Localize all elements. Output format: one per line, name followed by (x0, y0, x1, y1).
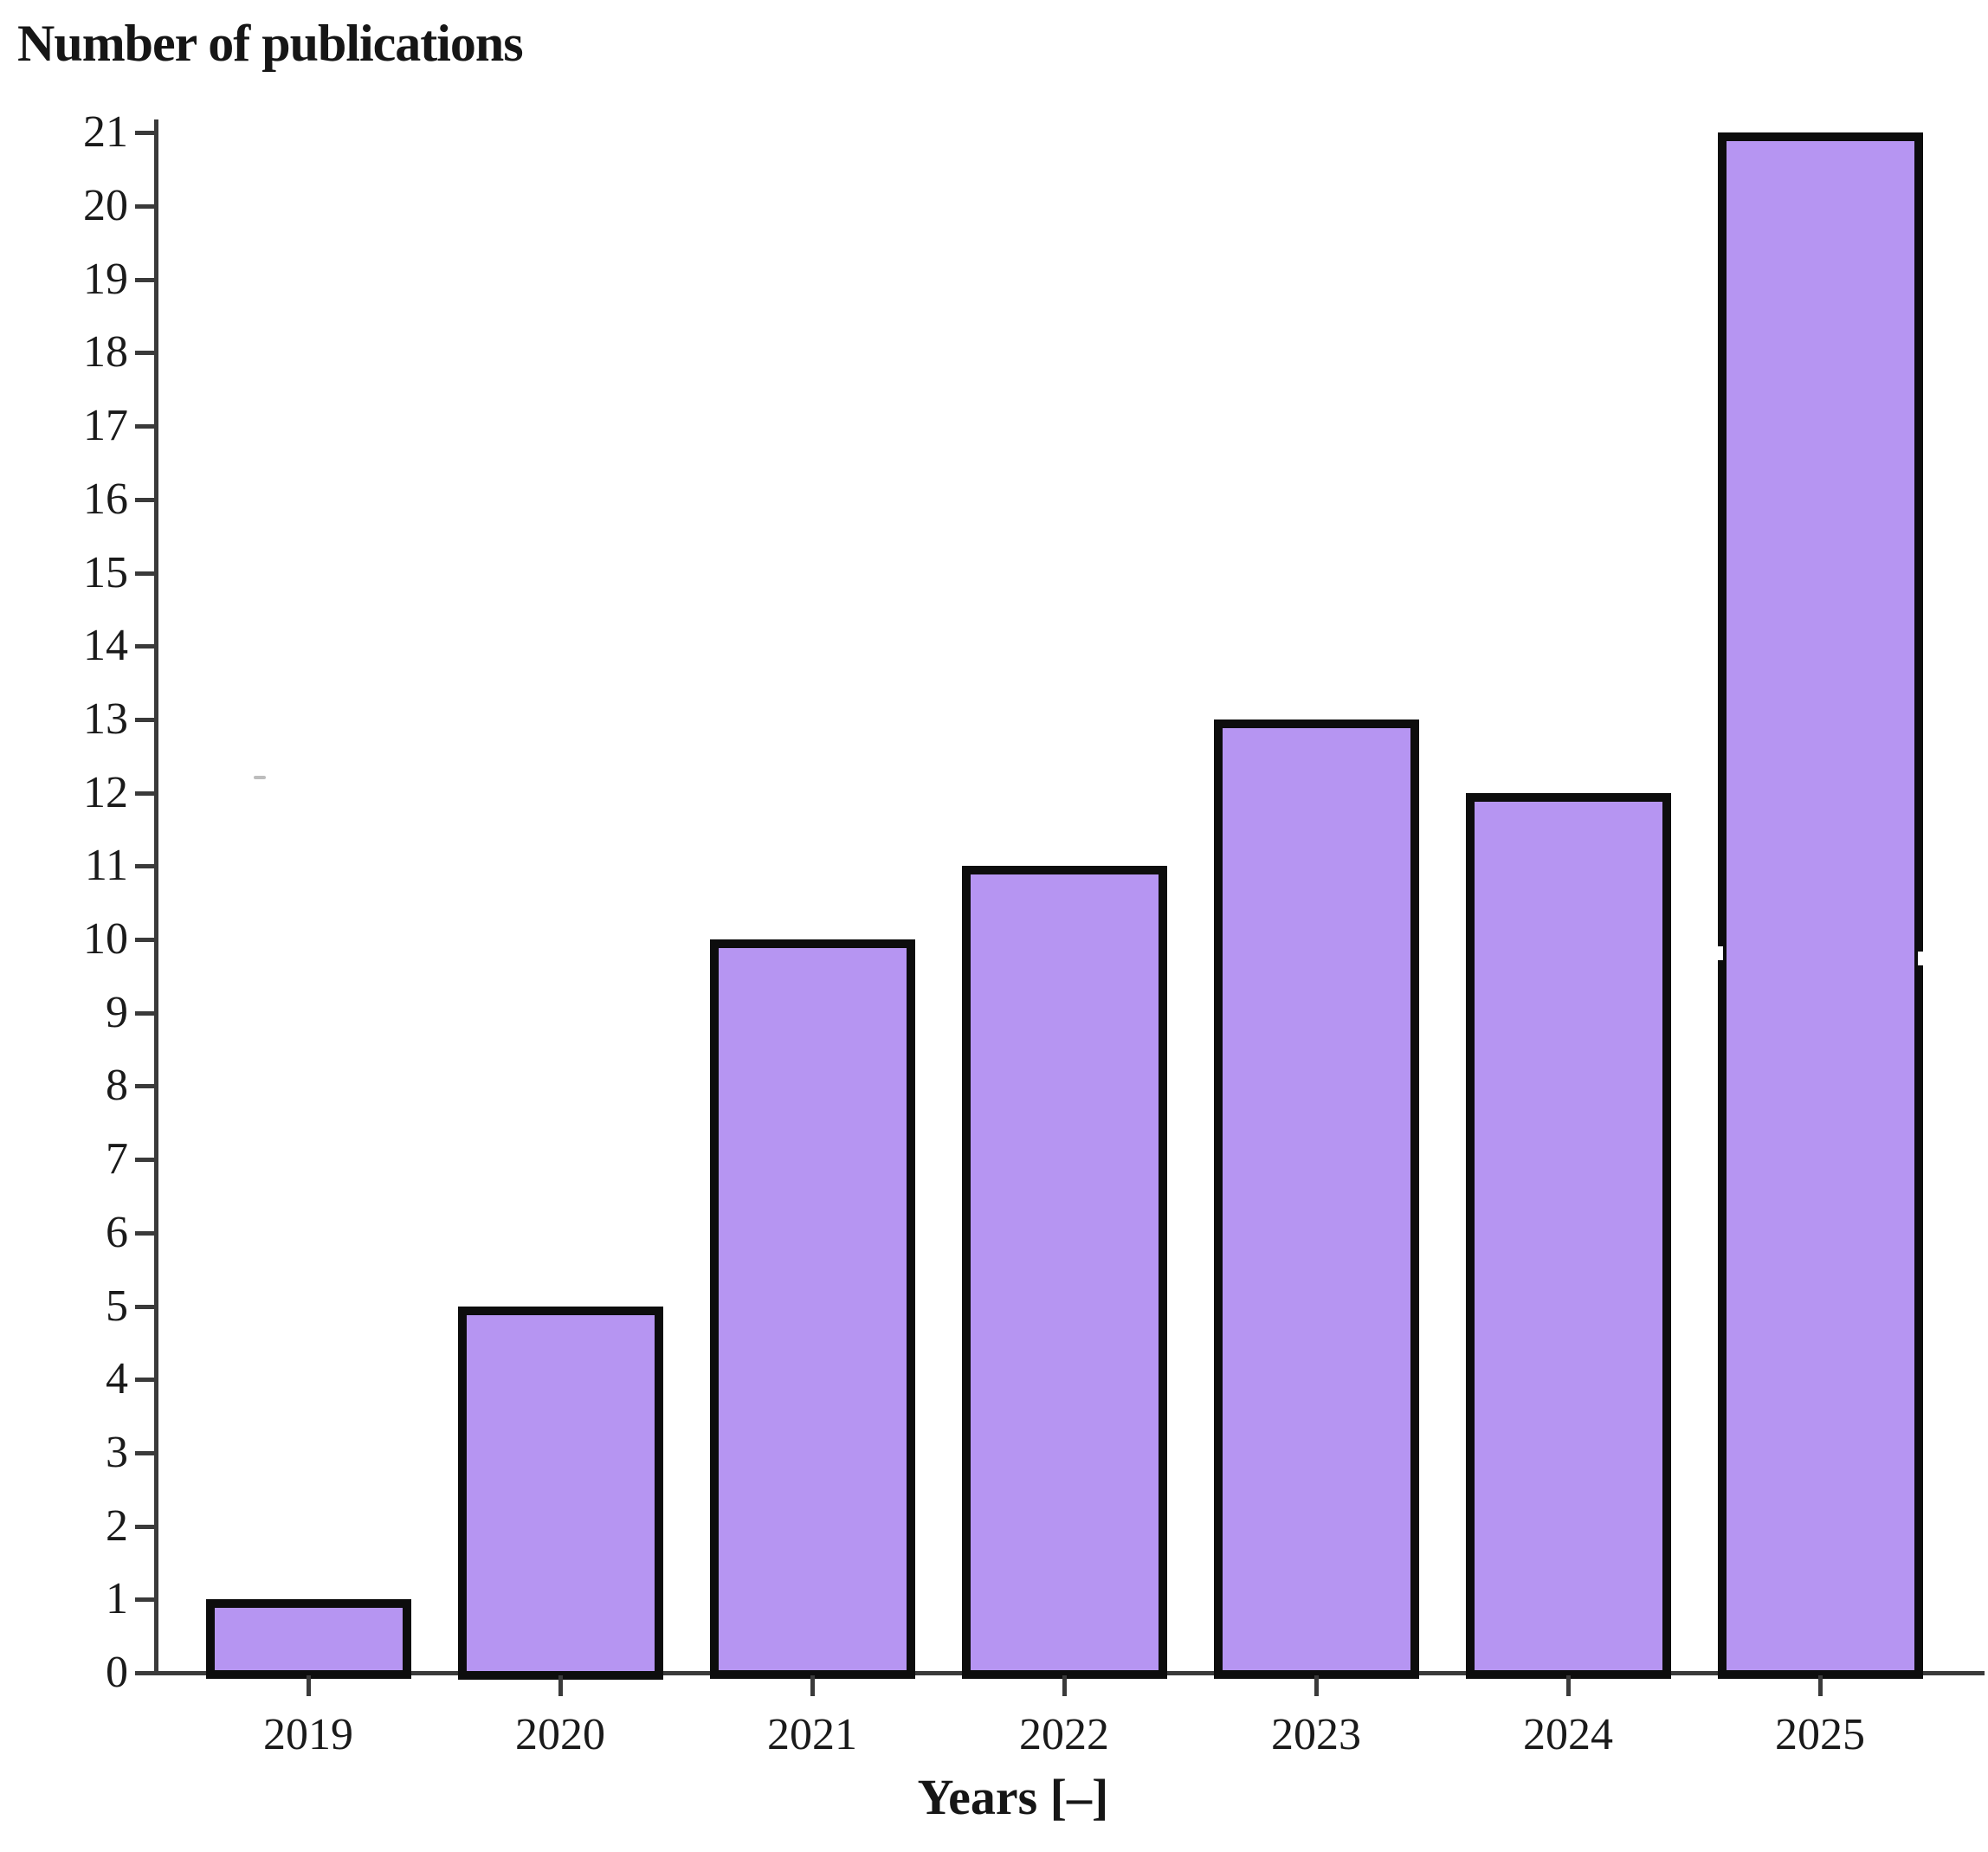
y-tick-label-13: 13 (83, 694, 128, 744)
y-tick-label-16: 16 (83, 474, 128, 524)
bar-2025 (1718, 132, 1923, 1679)
y-tick-mark-14 (135, 644, 157, 649)
y-tick-label-1: 1 (106, 1574, 128, 1623)
x-tick-mark-2020 (558, 1675, 563, 1696)
y-tick-label-10: 10 (83, 914, 128, 964)
y-tick-label-6: 6 (106, 1208, 128, 1257)
y-tick-label-11: 11 (84, 841, 128, 890)
x-tick-label-2020: 2020 (515, 1710, 605, 1759)
y-tick-mark-15 (135, 571, 157, 576)
y-tick-mark-8 (135, 1084, 157, 1088)
y-tick-mark-20 (135, 204, 157, 209)
y-tick-label-4: 4 (106, 1354, 128, 1404)
x-tick-mark-2023 (1314, 1675, 1319, 1696)
y-tick-label-14: 14 (83, 621, 128, 670)
bar-2023 (1214, 720, 1419, 1679)
x-tick-label-2021: 2021 (767, 1710, 857, 1759)
y-tick-label-18: 18 (83, 327, 128, 377)
y-tick-label-3: 3 (106, 1428, 128, 1477)
bar-seam-artifact-left (1718, 946, 1723, 960)
y-tick-mark-5 (135, 1305, 157, 1309)
y-tick-label-12: 12 (83, 768, 128, 817)
y-tick-mark-17 (135, 424, 157, 429)
y-tick-mark-10 (135, 938, 157, 942)
y-axis-line (154, 119, 158, 1675)
bar-2022 (962, 866, 1167, 1679)
x-tick-mark-2025 (1818, 1675, 1823, 1696)
y-tick-mark-16 (135, 498, 157, 502)
y-tick-label-0: 0 (106, 1648, 128, 1697)
y-tick-label-17: 17 (83, 401, 128, 450)
y-tick-label-15: 15 (83, 548, 128, 597)
y-tick-mark-18 (135, 351, 157, 355)
y-tick-mark-7 (135, 1158, 157, 1162)
x-tick-label-2019: 2019 (263, 1710, 353, 1759)
bar-seam-artifact-right (1918, 952, 1923, 965)
y-tick-label-19: 19 (83, 255, 128, 304)
x-tick-mark-2024 (1566, 1675, 1571, 1696)
y-tick-mark-11 (135, 864, 157, 868)
bar-2021 (710, 939, 915, 1679)
bar-2019 (206, 1599, 411, 1679)
y-tick-mark-1 (135, 1597, 157, 1602)
y-tick-mark-9 (135, 1011, 157, 1016)
y-tick-mark-19 (135, 278, 157, 282)
y-tick-label-20: 20 (83, 181, 128, 230)
y-tick-mark-4 (135, 1378, 157, 1382)
stray-mark-artifact (254, 776, 266, 779)
x-tick-label-2023: 2023 (1271, 1710, 1361, 1759)
bar-2024 (1466, 793, 1671, 1679)
x-tick-mark-2019 (307, 1675, 311, 1696)
y-tick-label-2: 2 (106, 1501, 128, 1551)
x-tick-label-2025: 2025 (1775, 1710, 1865, 1759)
y-tick-label-9: 9 (106, 988, 128, 1037)
y-tick-label-7: 7 (106, 1134, 128, 1184)
y-tick-label-8: 8 (106, 1061, 128, 1110)
y-tick-mark-12 (135, 791, 157, 796)
x-tick-mark-2022 (1062, 1675, 1067, 1696)
x-axis-title: Years [–] (917, 1769, 1109, 1825)
bar-2020 (458, 1307, 663, 1680)
y-tick-mark-0 (135, 1671, 157, 1675)
y-tick-label-5: 5 (106, 1281, 128, 1331)
y-tick-mark-2 (135, 1525, 157, 1529)
chart-title: Number of publications (17, 15, 524, 72)
y-tick-mark-21 (135, 131, 157, 135)
y-tick-mark-13 (135, 718, 157, 722)
y-tick-label-21: 21 (83, 107, 128, 157)
x-tick-label-2024: 2024 (1523, 1710, 1613, 1759)
x-tick-label-2022: 2022 (1019, 1710, 1109, 1759)
x-tick-mark-2021 (810, 1675, 815, 1696)
y-tick-mark-3 (135, 1451, 157, 1455)
y-tick-mark-6 (135, 1231, 157, 1236)
